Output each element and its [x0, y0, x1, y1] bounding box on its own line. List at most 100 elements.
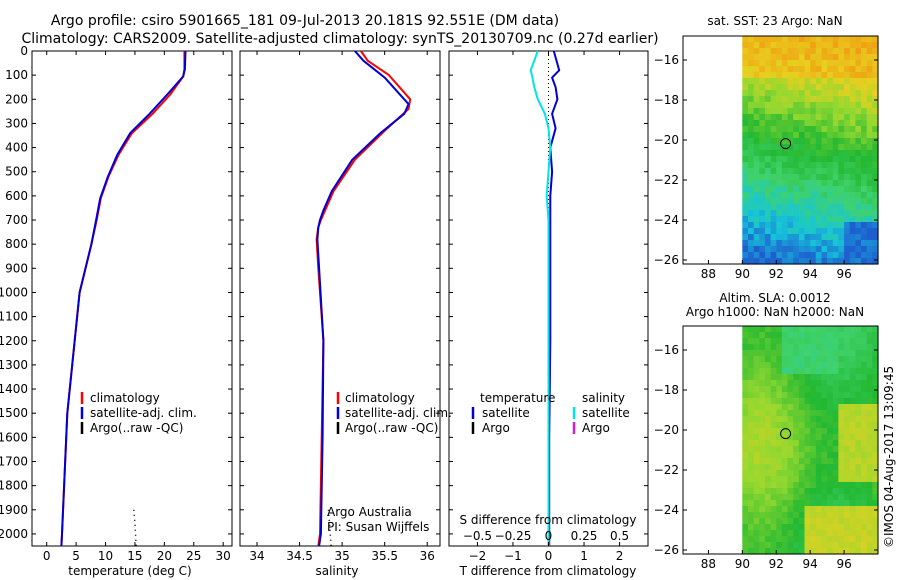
- sst-map-heatmap-cell: [793, 234, 800, 241]
- sla-map-heatmap-cell: [793, 338, 800, 345]
- sla-map-heatmap-cell: [798, 482, 806, 489]
- sst-map-heatmap-cell: [849, 222, 856, 229]
- sla-map-heatmap-cell: [787, 530, 794, 537]
- sst-map-heatmap-cell: [753, 84, 760, 91]
- sla-map-heatmap-cell: [748, 518, 755, 525]
- sla-map-heatmap-cell: [798, 440, 806, 447]
- sst-map-heatmap-cell: [793, 246, 800, 253]
- sst-map-heatmap-cell: [838, 60, 845, 67]
- sla-map-heatmap-cell: [781, 404, 789, 411]
- sst-map-heatmap-cell: [815, 126, 823, 133]
- sla-map-heatmap-cell: [753, 350, 760, 357]
- sla-map-heatmap-cell: [832, 362, 840, 369]
- sst-map-heatmap-cell: [748, 258, 755, 265]
- s-difference-tick-label: −0.25: [495, 529, 532, 543]
- sla-map-heatmap-cell: [810, 434, 817, 441]
- sla-map-heatmap-cell: [866, 482, 873, 489]
- sla-map-heatmap-cell: [787, 482, 794, 489]
- sst-map-heatmap-cell: [765, 144, 772, 151]
- sla-map-heatmap-cell: [849, 482, 856, 489]
- sst-map-heatmap-cell: [798, 54, 806, 61]
- sst-map-heatmap-cell: [798, 66, 806, 73]
- sla-map-heatmap-cell: [827, 368, 834, 375]
- sst-map-heatmap-cell: [765, 72, 772, 79]
- sla-map-heatmap-cell: [866, 374, 873, 381]
- sst-map-heatmap-cell: [776, 198, 783, 205]
- sla-map-heatmap-cell: [781, 536, 789, 543]
- sla-map-heatmap-cell: [798, 338, 806, 345]
- sla-map-heatmap-cell: [781, 434, 789, 441]
- sst-map-heatmap-cell: [770, 228, 777, 235]
- sst-map-heatmap-cell: [844, 198, 851, 205]
- sst-map-heatmap-cell: [832, 258, 840, 265]
- sst-map-heatmap-cell: [759, 102, 766, 109]
- sla-map-heatmap-cell: [821, 470, 828, 477]
- sst-map-heatmap-cell: [810, 240, 817, 247]
- sla-map-heatmap-cell: [753, 446, 760, 453]
- sla-map-heatmap-cell: [815, 512, 823, 519]
- sst-map-heatmap-cell: [798, 240, 806, 247]
- sst-map-lat-tick-label: −16: [654, 53, 679, 67]
- sla-map-heatmap-cell: [742, 392, 749, 399]
- sla-map-heatmap-cell: [838, 440, 845, 447]
- sst-map-heatmap-cell: [832, 120, 840, 127]
- sst-map-heatmap-cell: [838, 234, 845, 241]
- sst-map-heatmap-cell: [804, 78, 811, 85]
- sst-map-heatmap-cell: [804, 54, 811, 61]
- sla-map-heatmap-cell: [844, 476, 851, 483]
- sst-map-heatmap-cell: [798, 120, 806, 127]
- sla-map-heatmap-cell: [770, 428, 777, 435]
- sla-map-heatmap-cell: [872, 506, 879, 513]
- sla-map-heatmap-cell: [810, 404, 817, 411]
- sla-map-heatmap-cell: [810, 452, 817, 459]
- sst-map-heatmap-cell: [776, 108, 783, 115]
- sst-map-heatmap-cell: [815, 198, 823, 205]
- sst-map-heatmap-cell: [748, 150, 755, 157]
- sst-map-heatmap-cell: [804, 90, 811, 97]
- sla-map-heatmap-cell: [872, 410, 879, 417]
- sst-map-heatmap-cell: [849, 126, 856, 133]
- sla-map-heatmap-cell: [804, 350, 811, 357]
- sla-map-heatmap-cell: [815, 380, 823, 387]
- sst-map-heatmap-cell: [770, 54, 777, 61]
- sst-map-heatmap-cell: [742, 216, 749, 223]
- sst-map-heatmap-cell: [844, 138, 851, 145]
- sst-map-heatmap-cell: [810, 222, 817, 229]
- sla-map-heatmap-cell: [872, 530, 879, 537]
- sst-map-heatmap-cell: [787, 114, 794, 121]
- sst-map-heatmap-cell: [866, 84, 873, 91]
- sla-map-heatmap-cell: [866, 452, 873, 459]
- sst-map-heatmap-cell: [804, 174, 811, 181]
- sst-map-heatmap-cell: [742, 72, 749, 79]
- sla-map-heatmap-cell: [804, 470, 811, 477]
- sla-map-heatmap-cell: [861, 494, 868, 501]
- sst-map-heatmap-cell: [861, 138, 868, 145]
- sla-map-heatmap-cell: [765, 350, 772, 357]
- sst-map-heatmap-cell: [838, 204, 845, 211]
- sst-map-heatmap-cell: [827, 216, 834, 223]
- sla-map-heatmap-cell: [765, 398, 772, 405]
- sla-map-heatmap-cell: [770, 380, 777, 387]
- sla-map-heatmap-cell: [759, 494, 766, 501]
- sst-map-heatmap-cell: [793, 54, 800, 61]
- sla-map-heatmap-cell: [832, 530, 840, 537]
- sst-map-heatmap-cell: [793, 180, 800, 187]
- sla-map-heatmap-cell: [804, 524, 811, 531]
- sst-map-heatmap-cell: [798, 42, 806, 49]
- sst-map-heatmap-cell: [793, 156, 800, 163]
- sla-map-heatmap-cell: [787, 344, 794, 351]
- sla-map-heatmap-cell: [742, 542, 749, 549]
- platform-annotation: Argo Australia: [327, 505, 412, 519]
- sla-map-heatmap-cell: [759, 482, 766, 489]
- sst-map-heatmap-cell: [753, 198, 760, 205]
- sst-map-heatmap-cell: [832, 48, 840, 55]
- sla-map-heatmap-cell: [776, 326, 783, 333]
- sst-map-heatmap-cell: [770, 66, 777, 73]
- sla-map-heatmap-cell: [838, 344, 845, 351]
- sst-map-heatmap-cell: [804, 120, 811, 127]
- sst-map-heatmap-cell: [815, 66, 823, 73]
- sst-map-heatmap-cell: [844, 192, 851, 199]
- sla-map-heatmap-cell: [827, 398, 834, 405]
- sla-map-heatmap-cell: [781, 440, 789, 447]
- sst-map-heatmap-cell: [866, 54, 873, 61]
